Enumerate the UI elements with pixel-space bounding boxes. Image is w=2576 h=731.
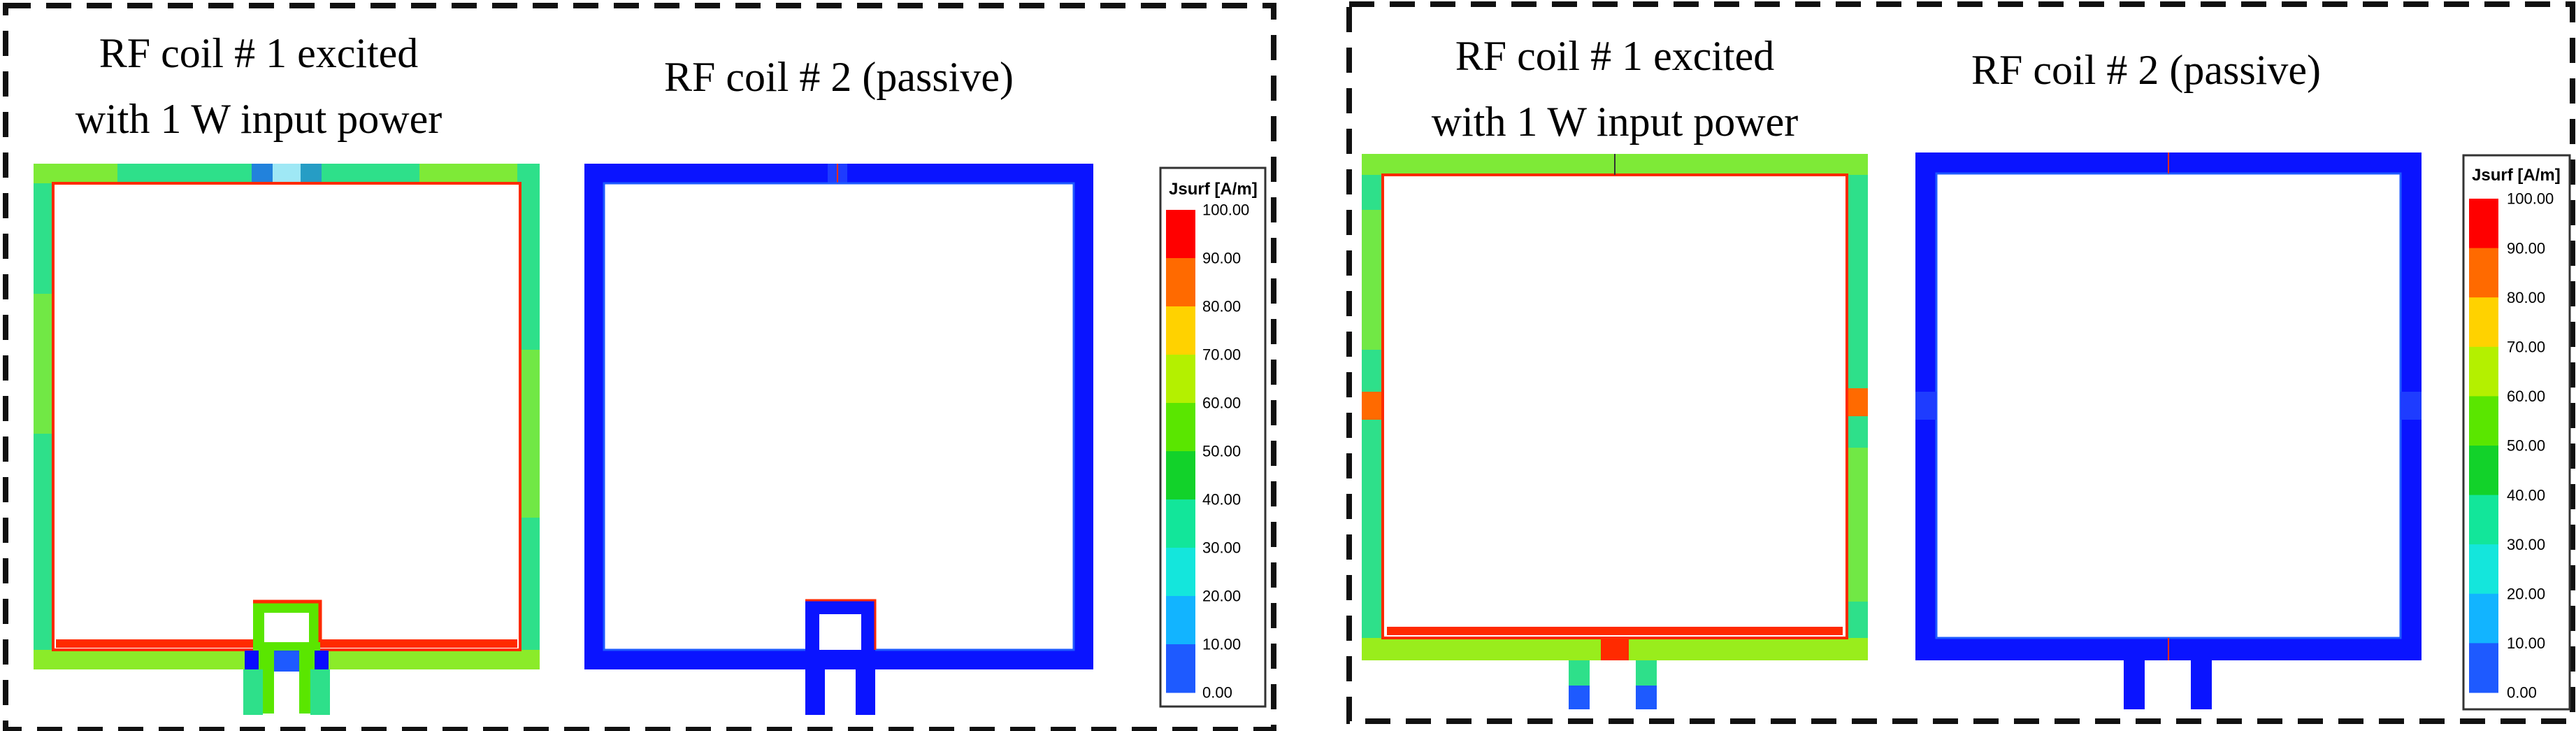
left-colorbar-swatch: [1166, 499, 1195, 548]
left-coil1-label-line1: RF coil # 1 excited: [99, 30, 419, 76]
right-colorbar-swatch: [2469, 544, 2498, 595]
right-colorbar-title: Jsurf [A/m]: [2472, 166, 2561, 185]
right-colorbar-swatch: [2469, 346, 2498, 397]
right-colorbar-swatch: [2469, 396, 2498, 446]
right-colorbar-tick-label: 0.00: [2507, 684, 2537, 702]
right-colorbar-swatch: [2469, 297, 2498, 348]
left-colorbar-tick-label: 90.00: [1202, 250, 1241, 267]
right-coil2-label: RF coil # 2 (passive): [1971, 47, 2321, 93]
right-colorbar-tick-label: 20.00: [2507, 585, 2545, 603]
right-colorbar-swatch: [2469, 199, 2498, 249]
right-colorbar-tick-label: 100.00: [2507, 190, 2554, 208]
right-coil1-field-map: [1362, 154, 1868, 709]
right-colorbar-tick-label: 60.00: [2507, 388, 2545, 405]
right-colorbar-swatch: [2469, 643, 2498, 693]
right-colorbar-tick-label: 10.00: [2507, 634, 2545, 652]
left-colorbar-tick-label: 80.00: [1202, 298, 1241, 315]
left-colorbar-tick-label: 50.00: [1202, 443, 1241, 460]
right-colorbar-swatch: [2469, 495, 2498, 545]
right-colorbar-tick-label: 90.00: [2507, 239, 2545, 257]
right-colorbar-tick-label: 30.00: [2507, 536, 2545, 553]
left-colorbar-swatch: [1166, 258, 1195, 307]
right-colorbar-ticks: 100.00 90.00 80.00 70.00 60.00 50.00 40.00 30.0…: [2507, 190, 2554, 702]
left-colorbar-title: Jsurf [A/m]: [1169, 180, 1258, 199]
left-colorbar-swatch: [1166, 210, 1195, 259]
left-colorbar-swatch: [1166, 644, 1195, 693]
left-colorbar-swatch: [1166, 403, 1195, 452]
left-colorbar-tick-label: 40.00: [1202, 491, 1241, 509]
right-coil1-label-line2: with 1 W input power: [1432, 99, 1798, 145]
left-panel: RF coil # 1 excited with 1 W input power…: [34, 30, 1267, 715]
right-colorbar-tick-label: 50.00: [2507, 437, 2545, 455]
right-colorbar-swatch: [2469, 593, 2498, 644]
right-colorbar-tick-label: 40.00: [2507, 486, 2545, 504]
left-coil2-label: RF coil # 2 (passive): [664, 54, 1014, 100]
left-colorbar-swatches: [1166, 210, 1195, 693]
right-coil2-field-map: [1915, 152, 2422, 709]
right-colorbar-tick-label: 80.00: [2507, 289, 2545, 306]
left-coil1-field-map: [34, 164, 540, 715]
left-coil2-field-map: [584, 164, 1093, 715]
left-colorbar-swatch: [1166, 306, 1195, 355]
right-colorbar: Jsurf [A/m] 100.00 90.00 80.00 70.00 60.00 50…: [2462, 154, 2571, 711]
left-panel-border: [3, 3, 1276, 731]
right-panel-border: [1346, 1, 2575, 724]
left-colorbar-tick-label: 10.00: [1202, 636, 1241, 653]
left-coil1-label-line2: with 1 W input power: [75, 96, 442, 142]
left-colorbar: Jsurf [A/m] 100.00 90.00 80.00 70.00 60.00 50…: [1159, 166, 1267, 708]
right-panel: RF coil # 1 excited with 1 W input power…: [1362, 33, 2571, 711]
left-colorbar-tick-label: 0.00: [1202, 684, 1232, 702]
left-colorbar-swatch: [1166, 451, 1195, 500]
left-colorbar-ticks: 100.00 90.00 80.00 70.00 60.00 50.00 40.00 30.0…: [1202, 201, 1249, 702]
left-colorbar-tick-label: 30.00: [1202, 539, 1241, 557]
left-colorbar-swatch: [1166, 596, 1195, 645]
right-coil1-label-line1: RF coil # 1 excited: [1455, 33, 1775, 79]
right-colorbar-swatches: [2469, 199, 2498, 693]
right-colorbar-tick-label: 70.00: [2507, 339, 2545, 356]
left-colorbar-swatch: [1166, 548, 1195, 597]
left-colorbar-tick-label: 100.00: [1202, 201, 1249, 219]
right-colorbar-swatch: [2469, 248, 2498, 298]
left-colorbar-tick-label: 60.00: [1202, 395, 1241, 412]
left-colorbar-swatch: [1166, 355, 1195, 404]
left-colorbar-tick-label: 20.00: [1202, 588, 1241, 605]
left-colorbar-tick-label: 70.00: [1202, 346, 1241, 364]
right-colorbar-swatch: [2469, 446, 2498, 496]
